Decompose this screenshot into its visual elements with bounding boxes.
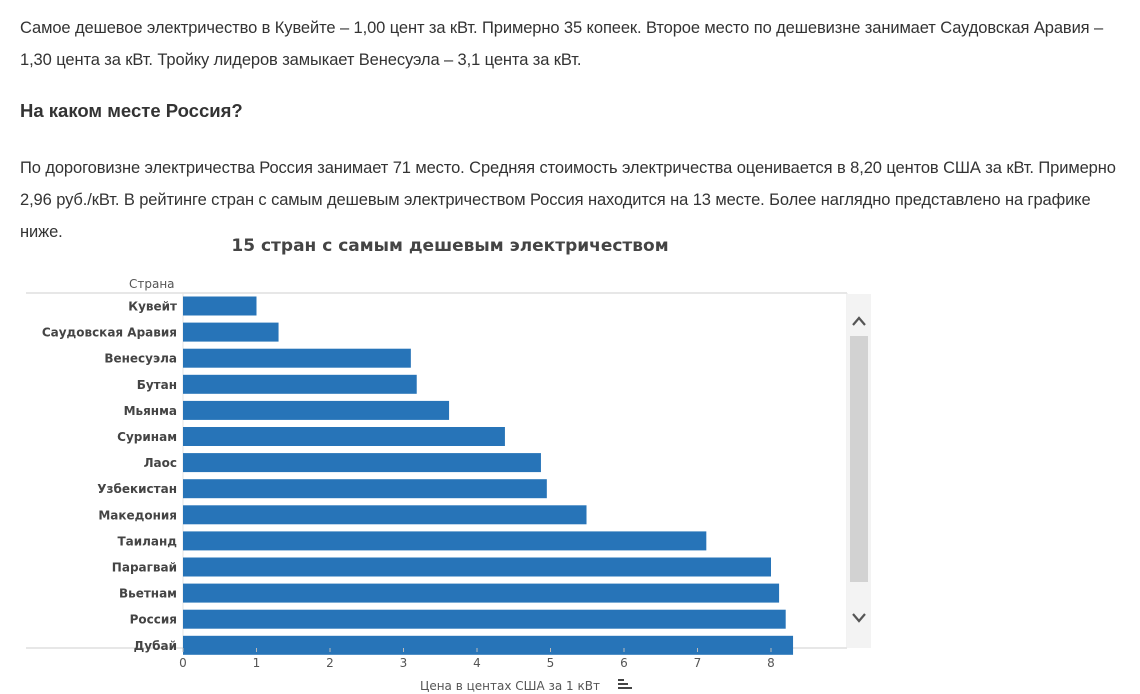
chart-category-label: Вьетнам [119, 587, 177, 601]
chart-y-axis-label: Страна [129, 277, 175, 291]
chart-category-label: Суринам [117, 430, 177, 444]
chart-scrollbar-thumb[interactable] [850, 336, 868, 582]
chart-title: 15 стран с самым дешевым электричеством [231, 236, 669, 256]
chart-category-label: Парагвай [112, 561, 177, 575]
chart-category-label: Венесуэла [104, 352, 177, 366]
chevron-down-icon[interactable] [847, 604, 871, 630]
chart-bar[interactable] [183, 557, 771, 577]
chart-category-label: Саудовская Аравия [42, 326, 177, 340]
chart-scrollbar[interactable] [847, 294, 871, 648]
chart-category-label: Россия [130, 613, 177, 627]
chart-category-label: Бутан [137, 378, 177, 392]
chart-bar[interactable] [183, 427, 505, 446]
chart-x-tick-label: 4 [473, 656, 481, 670]
chart-category-label: Дубай [134, 639, 177, 653]
chart-bar[interactable] [183, 348, 411, 368]
chart-category-label: Таиланд [117, 534, 177, 548]
chevron-up-icon[interactable] [847, 308, 871, 334]
chart-bar[interactable] [183, 635, 794, 655]
chart-bar[interactable] [183, 531, 707, 551]
chart-x-tick-label: 7 [694, 656, 702, 670]
chart-bar[interactable] [183, 296, 257, 316]
chart-category-label: Мьянма [124, 404, 177, 418]
chart-bar[interactable] [183, 479, 547, 499]
chart-bar[interactable] [183, 453, 541, 473]
chart-category-label: Лаос [144, 456, 177, 470]
chart-category-label: Македония [98, 508, 177, 522]
chart-bar[interactable] [183, 322, 279, 342]
chart-category-label: Кувейт [128, 300, 177, 314]
chart-bar[interactable] [183, 609, 786, 629]
article-paragraph-2: По дороговизне электричества Россия зани… [20, 159, 1116, 241]
chart-x-tick-label: 8 [767, 656, 775, 670]
chart-x-axis-label: Цена в центах США за 1 кВт [420, 679, 600, 693]
chart-x-tick-label: 1 [253, 656, 261, 670]
chart-x-tick-label: 3 [400, 656, 408, 670]
sort-icon[interactable] [618, 679, 632, 691]
chart-x-tick-label: 5 [547, 656, 555, 670]
article-paragraph-1: Самое дешевое электричество в Кувейте – … [20, 19, 1104, 69]
chart-category-label: Узбекистан [97, 482, 177, 496]
chart-x-tick-label: 6 [620, 656, 628, 670]
chart-bar[interactable] [183, 583, 780, 603]
chart-bar[interactable] [183, 400, 450, 420]
chart-x-tick-label: 0 [179, 656, 187, 670]
article-heading: На каком месте Россия? [20, 100, 243, 121]
chart-bar[interactable] [183, 374, 417, 394]
chart-bar[interactable] [183, 505, 587, 525]
chart-x-tick-label: 2 [326, 656, 334, 670]
